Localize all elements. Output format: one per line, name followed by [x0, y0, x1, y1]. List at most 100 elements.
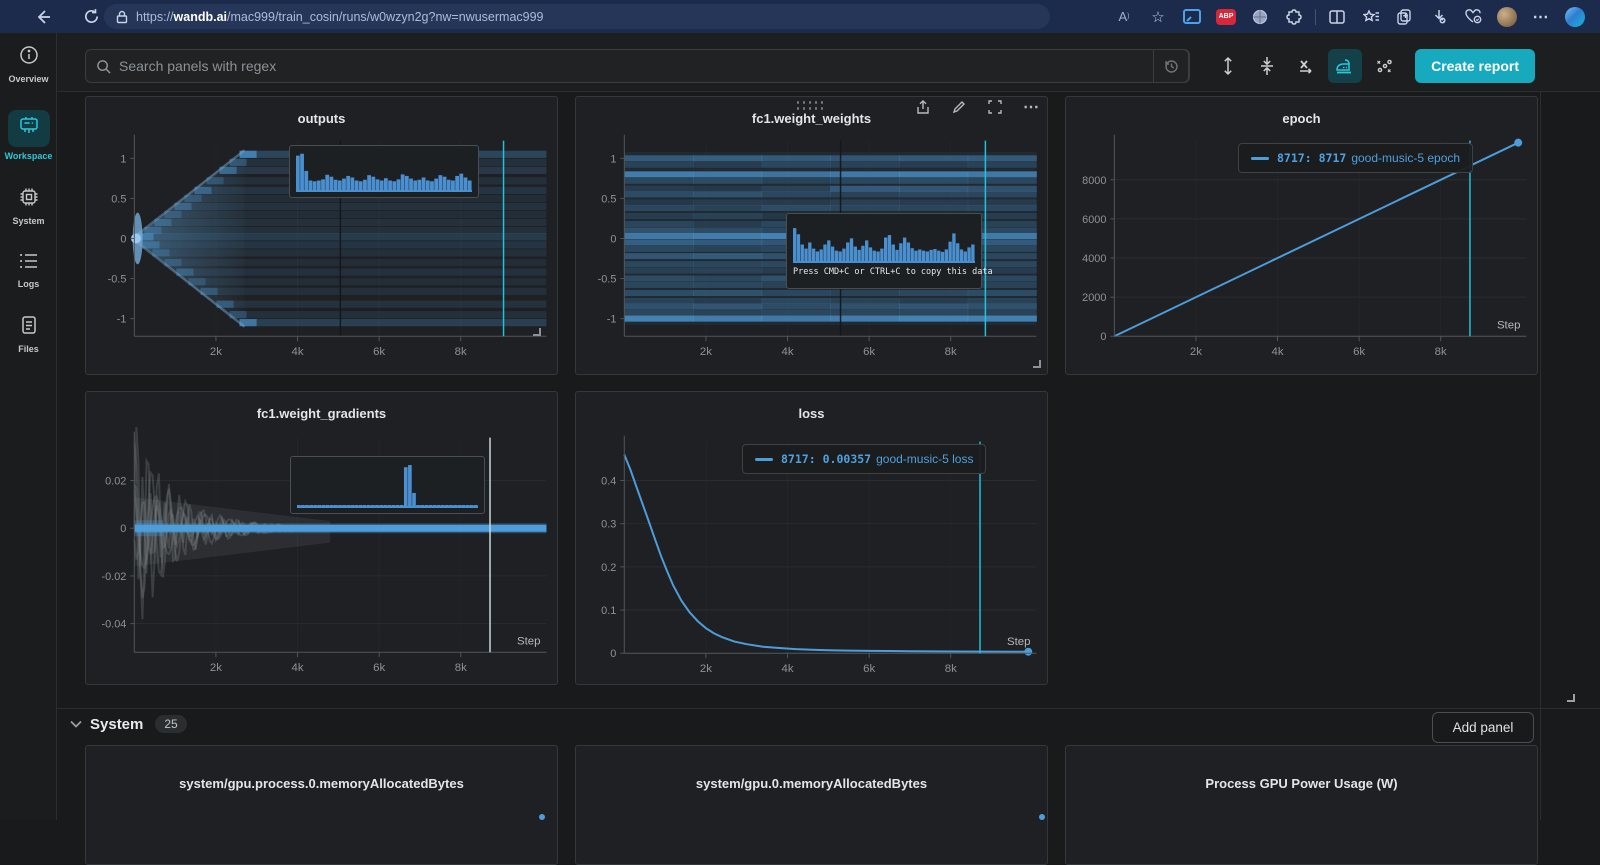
svg-text:1: 1: [610, 153, 616, 165]
panel-loss[interactable]: loss 0 0.1 0.2 0.3 0.4 2k 4k 6k 8k Step 8717: 0.0…: [575, 391, 1048, 685]
svg-text:8k: 8k: [455, 662, 467, 674]
url-text: https://wandb.ai/mac999/train_cosin/runs…: [136, 9, 544, 24]
svg-text:0: 0: [1100, 331, 1106, 343]
favorite-star-icon[interactable]: ☆: [1151, 8, 1165, 26]
collections-icon[interactable]: [1354, 4, 1388, 30]
svg-text:2k: 2k: [210, 346, 222, 358]
url-bar[interactable]: https://wandb.ai/mac999/train_cosin/runs…: [104, 4, 1050, 29]
fullscreen-icon[interactable]: [987, 99, 1003, 115]
loss-chart[interactable]: 0 0.1 0.2 0.3 0.4 2k 4k 6k 8k Step: [576, 392, 1047, 684]
refresh-icon[interactable]: [74, 4, 108, 30]
svg-text:6000: 6000: [1082, 214, 1106, 226]
smoothing-iron-icon[interactable]: [1328, 49, 1362, 83]
browser-essentials-icon[interactable]: [1456, 4, 1490, 30]
extension-icon[interactable]: [1277, 4, 1311, 30]
create-report-button[interactable]: Create report: [1415, 49, 1535, 83]
svg-text:2k: 2k: [1190, 346, 1202, 358]
search-input[interactable]: Search panels with regex: [85, 49, 1190, 83]
read-aloud-icon[interactable]: A): [1118, 9, 1130, 24]
svg-text:6k: 6k: [373, 346, 385, 358]
globe-extension-icon[interactable]: [1243, 4, 1277, 30]
svg-text:4k: 4k: [1272, 346, 1284, 358]
sidebar-item-logs[interactable]: Logs: [0, 252, 57, 289]
sidebar-item-workspace[interactable]: Workspace: [0, 110, 57, 161]
copilot-icon[interactable]: [1558, 4, 1592, 30]
histogram-tooltip: Press CMD+C or CTRL+C to copy this data: [786, 213, 993, 289]
svg-text:Step: Step: [1007, 636, 1030, 648]
svg-text:0: 0: [610, 233, 616, 245]
outputs-chart[interactable]: 1 0.5 0 -0.5 -1 2k 4k 6k 8k: [86, 97, 557, 374]
settings-more-icon[interactable]: ⋯: [1532, 8, 1550, 26]
svg-text:Step: Step: [1497, 319, 1520, 331]
panel-gpu-memory[interactable]: system/gpu.0.memoryAllocatedBytes: [575, 745, 1048, 865]
svg-text:-0.04: -0.04: [101, 619, 126, 631]
svg-text:-0.02: -0.02: [101, 571, 126, 583]
document-icon: [20, 315, 38, 340]
panel-title: fc1.weight_weights: [751, 111, 872, 126]
panel-gpu-process-memory[interactable]: system/gpu.process.0.memoryAllocatedByte…: [85, 745, 558, 865]
svg-text:0.1: 0.1: [601, 605, 616, 617]
epoch-chart[interactable]: 0 2000 4000 6000 8000 2k 4k 6k 8k Step: [1066, 97, 1537, 374]
panel-title: fc1.weight_gradients: [256, 406, 387, 421]
svg-text:0.5: 0.5: [601, 193, 616, 205]
panel-fc1-weight-weights[interactable]: ⋯ fc1.weight_weights 1 0.5 0 -0.5 -1 2k 4k 6k 8k…: [575, 96, 1048, 375]
svg-text:4k: 4k: [782, 346, 794, 358]
panel-gpu-power[interactable]: Process GPU Power Usage (W): [1065, 745, 1538, 865]
outliers-icon[interactable]: [1367, 49, 1401, 83]
add-tab-icon[interactable]: [1388, 4, 1422, 30]
svg-text:0: 0: [120, 233, 126, 245]
svg-text:8k: 8k: [455, 346, 467, 358]
chevron-down-icon[interactable]: [70, 720, 82, 728]
more-options-icon[interactable]: ⋯: [1023, 99, 1039, 116]
split-screen-icon[interactable]: [1320, 4, 1354, 30]
svg-text:2k: 2k: [210, 662, 222, 674]
crosshair-legend: 8717: 0.00357 good-music-5 loss: [742, 444, 987, 474]
section-resize-handle[interactable]: [1567, 694, 1575, 702]
history-icon[interactable]: [1153, 49, 1189, 83]
system-section-header: System 25: [70, 715, 187, 733]
export-icon[interactable]: [915, 99, 931, 115]
gradients-chart[interactable]: 0.02 0 -0.02 -0.04 2k 4k 6k 8k Step: [86, 392, 557, 684]
tab-cast-icon[interactable]: [1175, 4, 1209, 30]
svg-text:-1: -1: [607, 314, 617, 326]
svg-text:4k: 4k: [291, 662, 303, 674]
adblock-icon[interactable]: ABP: [1209, 4, 1243, 30]
panel-epoch[interactable]: epoch 0 2000 4000 6000 8000 2k 4k 6k 8k Step 8717…: [1065, 96, 1538, 375]
edit-pencil-icon[interactable]: [951, 99, 967, 115]
lock-icon: [116, 10, 128, 23]
resize-handle[interactable]: [1033, 360, 1041, 368]
workspace-toolbar: Search panels with regex Create report: [57, 33, 1600, 92]
sidebar-item-overview[interactable]: Overview: [0, 45, 57, 84]
svg-text:2000: 2000: [1082, 292, 1106, 304]
add-panel-button[interactable]: Add panel: [1432, 712, 1534, 743]
svg-text:-0.5: -0.5: [598, 274, 617, 286]
cpu-chip-icon: [19, 187, 39, 212]
sidebar-item-files[interactable]: Files: [0, 315, 57, 354]
legend-dot: [539, 814, 545, 820]
panel-fc1-weight-gradients[interactable]: fc1.weight_gradients 0.02 0 -0.02 -0.04 2k 4k…: [85, 391, 558, 685]
browser-toolbar: https://wandb.ai/mac999/train_cosin/runs…: [0, 0, 1600, 33]
collapse-rows-icon[interactable]: [1250, 49, 1284, 83]
legend-dot: [1039, 814, 1045, 820]
search-placeholder: Search panels with regex: [119, 58, 277, 74]
list-icon: [19, 252, 39, 275]
panel-outputs[interactable]: outputs 1 0.5 0 -0.5 -1 2k 4k 6k 8k: [85, 96, 558, 375]
expand-rows-icon[interactable]: [1211, 49, 1245, 83]
panel-title: epoch: [1282, 111, 1321, 126]
system-section-title: System: [90, 715, 144, 733]
profile-avatar[interactable]: [1490, 4, 1524, 30]
sidebar-item-system[interactable]: System: [0, 187, 57, 226]
resize-handle[interactable]: [533, 328, 541, 336]
panel-title: system/gpu.process.0.memoryAllocatedByte…: [179, 776, 464, 791]
svg-text:6k: 6k: [1353, 346, 1365, 358]
crosshair-legend: 8717: 8717 good-music-5 epoch: [1238, 143, 1474, 173]
section-divider: [57, 708, 1600, 709]
downloads-icon[interactable]: [1422, 4, 1456, 30]
histogram-tooltip: [289, 145, 479, 198]
svg-text:0.3: 0.3: [601, 519, 616, 531]
svg-text:-0.5: -0.5: [108, 274, 127, 286]
x-axis-settings-icon[interactable]: [1289, 49, 1323, 83]
back-icon[interactable]: [26, 4, 60, 30]
content-right-edge: [1540, 92, 1541, 820]
drag-handle-icon[interactable]: [796, 101, 827, 113]
